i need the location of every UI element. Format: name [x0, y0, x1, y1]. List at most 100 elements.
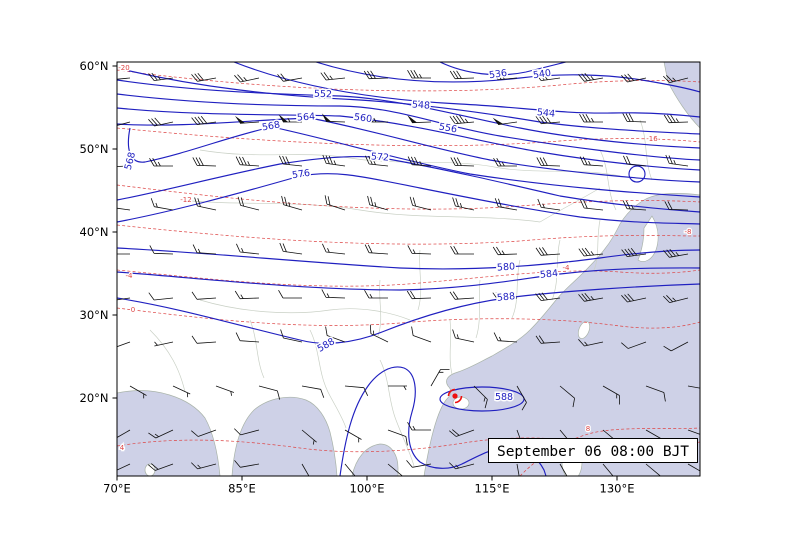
height-contour-label: 544 — [536, 107, 555, 120]
wind-barb — [322, 154, 346, 167]
wind-barb-shaft — [192, 244, 217, 255]
wind-barb — [663, 341, 689, 352]
ocean-andaman-sea — [231, 396, 338, 476]
wind-barb — [663, 295, 689, 303]
wind-barb-shaft — [452, 197, 475, 211]
wind-barb — [278, 114, 302, 123]
wind-barb — [516, 385, 527, 411]
wind-barb-shaft — [645, 385, 666, 402]
wind-barb-shaft — [301, 385, 325, 398]
wind-barb-shaft — [687, 385, 700, 389]
wind-barb-shaft — [663, 341, 689, 352]
temp-contour-label: -16 — [646, 135, 658, 143]
wind-barb-pennant — [235, 115, 245, 124]
timestamp-text: September 06 08:00 BJT — [497, 444, 689, 460]
height-contour-564 — [117, 117, 700, 183]
wind-barb-shaft — [344, 429, 362, 443]
wind-barb-shaft — [663, 249, 689, 258]
wind-barb — [150, 198, 174, 211]
height-contour-588-hainan — [439, 386, 525, 412]
wind-barb — [148, 72, 174, 81]
wind-barb-shaft — [621, 73, 647, 83]
wind-barb — [325, 326, 346, 343]
wind-barb-shaft — [578, 339, 604, 347]
height-contour-label: 584 — [539, 268, 558, 281]
wind-barb-shaft — [367, 195, 389, 211]
x-tick-label: 130°E — [600, 482, 635, 496]
wind-barb-shaft — [301, 463, 310, 476]
wind-barb-shaft — [191, 335, 217, 344]
wind-barb-shaft — [117, 121, 131, 126]
wind-barb — [687, 385, 700, 389]
wind-barb-shaft — [278, 290, 302, 299]
wind-barb-shaft — [364, 244, 389, 255]
temp-contour-minus12 — [117, 184, 700, 210]
wind-barb-pennant — [364, 114, 374, 122]
wind-barb-shaft — [602, 463, 614, 476]
wind-barb — [578, 247, 604, 257]
height-contour-label: 568 — [123, 151, 138, 171]
wind-barb-shaft — [322, 243, 346, 255]
wind-barb — [234, 428, 260, 436]
wind-barb — [191, 291, 217, 300]
height-contour-560 — [117, 107, 700, 171]
wind-barb — [301, 385, 325, 398]
wind-barb-shaft — [449, 115, 475, 125]
wind-barb-shaft — [536, 157, 561, 167]
y-axis: 60°N 50°N 40°N 30°N 20°N — [80, 59, 117, 405]
wind-barb-shaft — [450, 157, 475, 167]
wind-barb-shaft — [622, 113, 647, 123]
wind-barb-shaft — [494, 198, 518, 211]
wind-barb-shaft — [406, 460, 432, 468]
height-contour-label: 588 — [495, 392, 513, 403]
wind-barb-shaft — [117, 463, 131, 471]
temp-contour-label: 8 — [586, 425, 590, 433]
wind-barb — [602, 385, 620, 405]
wind-barb — [535, 72, 561, 81]
wind-barb — [494, 198, 518, 211]
wind-barb-shaft — [369, 324, 389, 343]
wind-barb — [320, 72, 346, 81]
typhoon-eye — [452, 393, 458, 399]
wind-barb-shaft — [117, 429, 131, 438]
wind-barb-shaft — [535, 335, 561, 344]
wind-barb — [215, 385, 235, 396]
wind-barb — [430, 369, 450, 387]
wind-barb — [535, 247, 561, 256]
wind-barb-shaft — [578, 247, 604, 257]
wind-barb-shaft — [344, 385, 369, 396]
wind-barb-shaft — [535, 292, 561, 301]
wind-barb-shaft — [280, 329, 303, 343]
wind-barb-shaft — [279, 155, 303, 167]
y-tick-label: 50°N — [80, 142, 109, 156]
wind-barb — [406, 460, 432, 468]
wind-barb — [363, 70, 389, 80]
wind-barb — [117, 463, 131, 471]
temp-contour-label: -8 — [685, 228, 692, 236]
wind-barb-shaft — [579, 114, 603, 123]
wind-barb — [277, 73, 303, 82]
wind-barb — [621, 73, 647, 83]
wind-barb-shaft — [235, 332, 260, 343]
wind-barb — [191, 462, 217, 470]
wind-barb — [578, 293, 604, 302]
wind-barb — [344, 463, 356, 476]
wind-barb-shaft — [663, 114, 689, 124]
wind-barb — [301, 463, 310, 476]
wind-barb-shaft — [449, 70, 475, 80]
wind-barb-pennant — [278, 114, 288, 122]
height-contours — [117, 62, 700, 476]
wind-barb — [449, 462, 475, 470]
temp-contour-minus16 — [117, 127, 700, 147]
wind-barb-shaft — [407, 245, 432, 255]
wind-barb — [344, 385, 369, 396]
wind-barb — [537, 198, 561, 211]
wind-barb-shaft — [473, 385, 488, 409]
wind-barb — [665, 154, 689, 167]
wind-barb-shaft — [492, 71, 518, 81]
wind-barb-shaft — [129, 385, 147, 399]
wind-barb-shaft — [535, 72, 561, 81]
wind-barb-shaft — [148, 429, 174, 439]
x-axis: 70°E 85°E 100°E 115°E 130°E — [103, 476, 634, 496]
wind-barb — [578, 73, 604, 82]
